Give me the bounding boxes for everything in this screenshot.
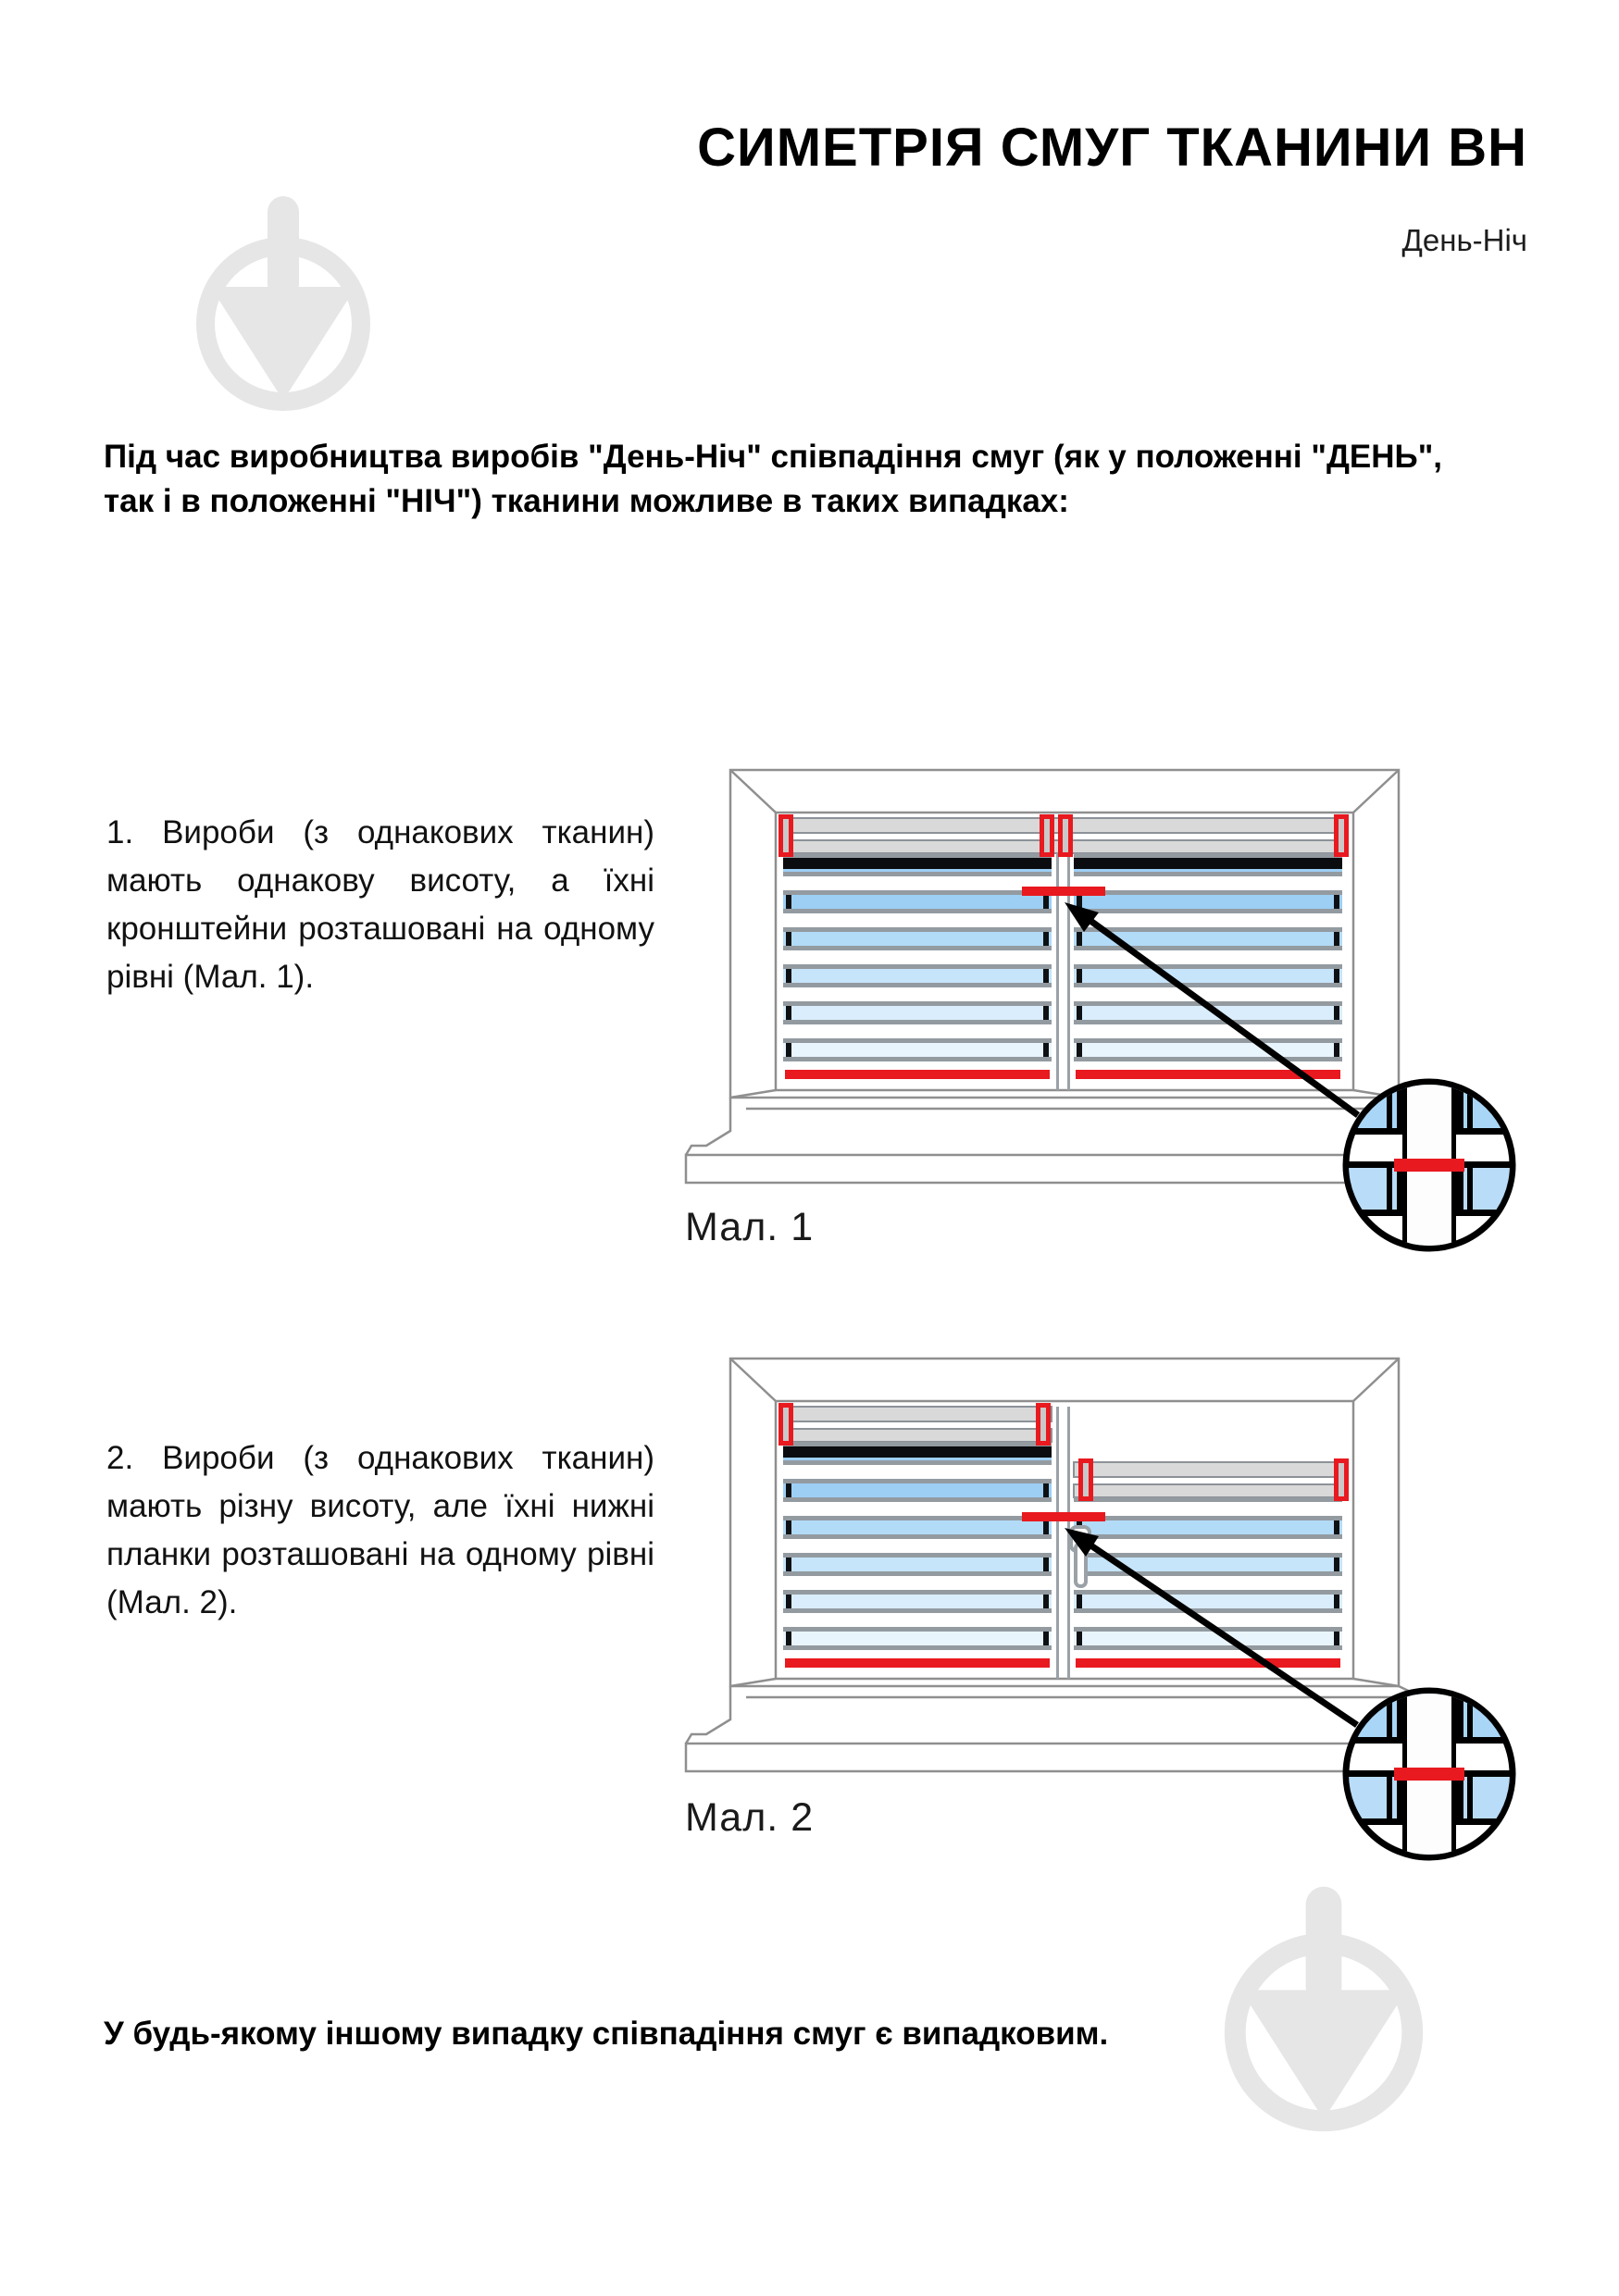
- page-title: СИМЕТРІЯ СМУГ ТКАНИНИ ВН: [697, 118, 1527, 178]
- window-sill: [684, 1096, 1476, 1185]
- watermark-logo-icon: [205, 196, 361, 402]
- pointer-arrow-icon: [1065, 1528, 1359, 1728]
- figure-2-window-diagram: [684, 1357, 1513, 1859]
- intro-paragraph: Під час виробництва виробів "День-Ніч" с…: [104, 435, 1548, 524]
- intro-line-2: так і в положенні "НІЧ") тканини можливе…: [104, 483, 1069, 519]
- mount-bracket-marker: [1078, 1458, 1093, 1501]
- case-2-paragraph: 2. Вироби (з однакових тканин) мають різ…: [106, 1440, 654, 1620]
- pointer-arrow-icon: [1065, 902, 1361, 1118]
- mount-bracket-marker: [778, 814, 793, 857]
- figure-1-window-diagram: [684, 768, 1513, 1250]
- footer-note: У будь-якому іншому випадку співпадіння …: [104, 2016, 1109, 2052]
- blind-left: [783, 853, 1052, 1079]
- blind-right-short: [1073, 1458, 1349, 1668]
- figure-1-caption: Мал. 1: [685, 1205, 815, 1249]
- mount-bracket-marker: [1036, 1403, 1051, 1446]
- intro-line-1: Під час виробництва виробів "День-Ніч" с…: [104, 439, 1443, 475]
- mount-bracket-marker: [1058, 814, 1073, 857]
- mount-bracket-marker: [1334, 1458, 1349, 1501]
- page-subtitle: День-Ніч: [1401, 223, 1527, 257]
- mount-bracket-marker: [1334, 814, 1349, 857]
- blind-right: [1074, 853, 1342, 1079]
- stripe-align-marker: [1022, 1512, 1105, 1521]
- zoom-detail-circle-icon: [1346, 1689, 1513, 1859]
- case-1-paragraph: 1. Вироби (з однакових тканин) мають одн…: [106, 814, 654, 995]
- mount-bracket-marker: [1040, 814, 1054, 857]
- figure-2-caption: Мал. 2: [685, 1795, 815, 1840]
- zoom-detail-circle-icon: [1346, 1080, 1513, 1250]
- watermark-logo-icon: [1235, 1887, 1413, 2121]
- stripe-align-marker: [1022, 887, 1105, 896]
- mount-bracket-marker: [778, 1403, 793, 1446]
- blind-left-tall: [778, 1403, 1052, 1668]
